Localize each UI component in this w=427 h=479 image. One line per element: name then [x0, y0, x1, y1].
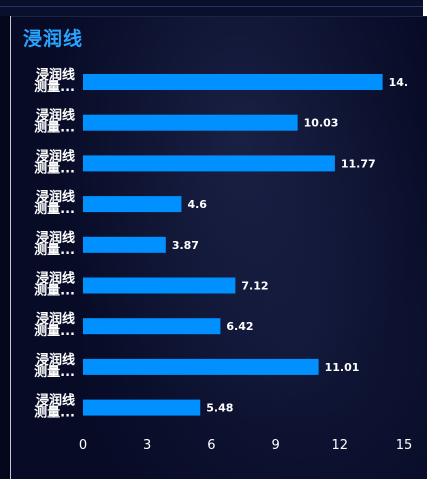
value-label: 14. — [389, 76, 409, 89]
bar[interactable] — [83, 236, 166, 253]
bar[interactable] — [83, 277, 236, 294]
category-label: 测量... — [34, 405, 75, 421]
category-label: 测量... — [34, 120, 75, 136]
category-label: 浸润线 — [36, 148, 75, 164]
x-tick-label: 15 — [396, 438, 413, 453]
chart-title: 浸润线 — [23, 28, 84, 50]
corner-mark — [423, 0, 427, 16]
category-label: 浸润线 — [36, 352, 75, 368]
bar[interactable] — [83, 318, 221, 335]
bar[interactable] — [83, 74, 383, 90]
bar[interactable] — [83, 114, 298, 131]
value-label: 10.03 — [304, 117, 339, 130]
category-label: 测量... — [34, 201, 75, 217]
bar[interactable] — [83, 196, 182, 213]
value-label: 3.87 — [172, 239, 199, 252]
x-tick-label: 12 — [332, 438, 349, 453]
category-label: 浸润线 — [36, 67, 75, 83]
category-label: 浸润线 — [36, 108, 75, 124]
category-label: 测量... — [34, 283, 75, 299]
top-frame-bar — [0, 0, 427, 17]
x-tick-label: 9 — [271, 438, 279, 453]
category-label: 浸润线 — [36, 393, 75, 409]
top-frame-line — [0, 6, 427, 7]
chart-panel: 浸润线 — [11, 17, 427, 479]
value-label: 7.12 — [241, 280, 268, 293]
bar[interactable] — [83, 358, 319, 375]
x-tick-label: 3 — [143, 438, 151, 453]
category-label: 测量... — [34, 364, 75, 380]
value-label: 6.42 — [226, 320, 253, 333]
value-label: 4.6 — [187, 198, 207, 211]
bar[interactable] — [83, 399, 201, 416]
value-label: 5.48 — [206, 402, 233, 415]
value-label: 11.01 — [325, 361, 360, 374]
value-label: 11.77 — [341, 157, 376, 170]
category-label: 浸润线 — [36, 189, 75, 205]
category-label: 测量... — [34, 242, 75, 258]
x-tick-label: 6 — [207, 438, 215, 453]
bar[interactable] — [83, 155, 335, 172]
category-label: 浸润线 — [36, 311, 75, 327]
category-label: 测量... — [34, 323, 75, 339]
category-label: 浸润线 — [36, 230, 75, 246]
category-label: 测量... — [34, 160, 75, 176]
category-label: 测量... — [34, 79, 75, 95]
category-label: 浸润线 — [36, 271, 75, 287]
x-tick-label: 0 — [79, 438, 87, 453]
left-frame-bar — [0, 16, 11, 479]
